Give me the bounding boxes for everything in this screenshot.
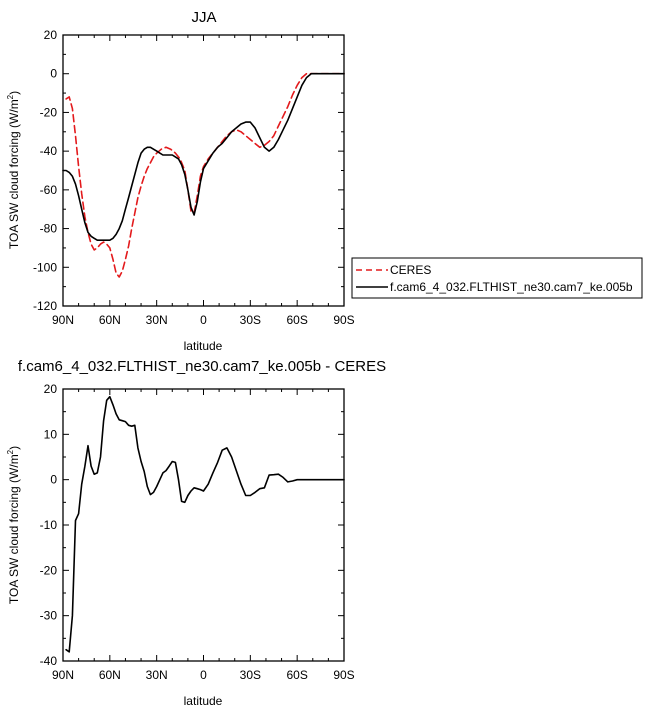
top-y-axis-label-close: ) bbox=[7, 91, 21, 95]
bottom-y-axis-label-main: TOA SW cloud forcing (W/m bbox=[7, 454, 21, 604]
top-x-tick-label-1: 60N bbox=[99, 313, 121, 327]
bottom-y-tick-label-2: 0 bbox=[50, 473, 57, 487]
bottom-x-tick-label-5: 60S bbox=[286, 668, 307, 682]
top-series-line-0 bbox=[65, 72, 345, 278]
bottom-y-tick-label-1: 10 bbox=[44, 427, 58, 441]
top-panel: JJA 90N 60N 30N 0 30S 60S 90S 20 0 -20 -40 -60 -80 -1… bbox=[6, 9, 643, 353]
legend-box bbox=[351, 257, 643, 299]
bottom-chart-title: f.cam6_4_032.FLTHIST_ne30.cam7_ke.005b -… bbox=[18, 358, 386, 375]
top-x-tick-label-3: 0 bbox=[200, 313, 207, 327]
top-series-line-1 bbox=[62, 72, 345, 241]
top-y-tick-label-2: -20 bbox=[40, 105, 58, 119]
legend-label-ceres: CERES bbox=[390, 263, 431, 277]
bottom-x-tick-label-4: 30S bbox=[240, 668, 261, 682]
top-y-axis-label: TOA SW cloud forcing (W/m2) bbox=[6, 91, 21, 249]
top-y-tick-label-1: 0 bbox=[50, 67, 57, 81]
top-x-tick-label-2: 30N bbox=[146, 313, 168, 327]
top-y-tick-label-4: -60 bbox=[40, 183, 58, 197]
bottom-x-tick-label-6: 90S bbox=[333, 668, 354, 682]
bottom-x-tick-label-2: 30N bbox=[146, 668, 168, 682]
bottom-axis-ticks: 90N 60N 30N 0 30S 60S 90S 20 10 0 -10 -20 -30 -40 bbox=[40, 382, 355, 682]
bottom-y-tick-label-3: -10 bbox=[40, 518, 58, 532]
top-y-axis-label-main: TOA SW cloud forcing (W/m bbox=[7, 99, 21, 249]
top-y-tick-label-7: -120 bbox=[33, 299, 57, 313]
top-y-tick-label-3: -40 bbox=[40, 144, 58, 158]
bottom-y-axis-label-sup: 2 bbox=[6, 449, 15, 454]
top-y-tick-label-5: -80 bbox=[40, 222, 58, 236]
bottom-y-tick-label-5: -30 bbox=[40, 609, 58, 623]
bottom-x-tick-label-3: 0 bbox=[200, 668, 207, 682]
legend: CERES f.cam6_4_032.FLTHIST_ne30.cam7_ke.… bbox=[351, 257, 643, 299]
top-x-tick-label-6: 90S bbox=[333, 313, 354, 327]
top-x-tick-label-0: 90N bbox=[52, 313, 74, 327]
bottom-x-axis-label: latitude bbox=[184, 694, 223, 708]
bottom-y-tick-label-6: -40 bbox=[40, 654, 58, 668]
bottom-y-tick-label-4: -20 bbox=[40, 563, 58, 577]
top-y-tick-label-0: 20 bbox=[44, 28, 58, 42]
bottom-y-tick-label-0: 20 bbox=[44, 382, 58, 396]
top-axis-ticks: 90N 60N 30N 0 30S 60S 90S 20 0 -20 -40 -60 -80 -100 -1… bbox=[33, 28, 355, 327]
bottom-x-tick-label-1: 60N bbox=[99, 668, 121, 682]
top-series-group bbox=[62, 72, 345, 278]
bottom-panel: f.cam6_4_032.FLTHIST_ne30.cam7_ke.005b -… bbox=[6, 358, 386, 708]
bottom-x-tick-label-0: 90N bbox=[52, 668, 74, 682]
top-y-axis-label-sup: 2 bbox=[6, 94, 15, 99]
legend-label-model: f.cam6_4_032.FLTHIST_ne30.cam7_ke.005b bbox=[390, 280, 633, 294]
top-y-tick-label-6: -100 bbox=[33, 260, 57, 274]
top-x-tick-label-4: 30S bbox=[240, 313, 261, 327]
bottom-y-axis-label: TOA SW cloud forcing (W/m2) bbox=[6, 446, 21, 604]
top-x-tick-label-5: 60S bbox=[286, 313, 307, 327]
bottom-y-axis-label-close: ) bbox=[7, 446, 21, 450]
bottom-series-line-0 bbox=[65, 395, 345, 653]
bottom-plot-frame bbox=[62, 388, 345, 662]
bottom-series-group bbox=[65, 395, 345, 653]
top-x-axis-label: latitude bbox=[184, 339, 223, 353]
top-chart-title: JJA bbox=[191, 9, 216, 26]
